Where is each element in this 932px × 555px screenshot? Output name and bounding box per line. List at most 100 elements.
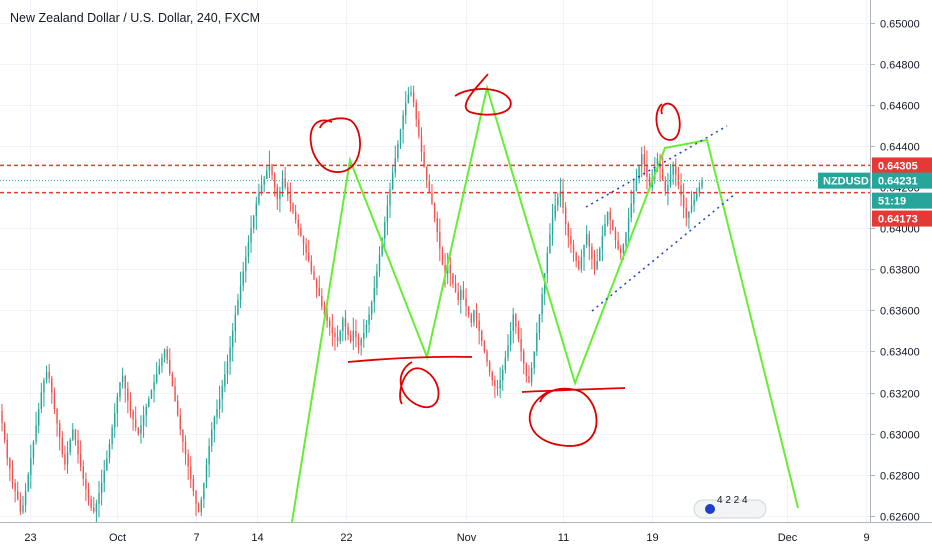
- candle-body: [213, 417, 216, 430]
- candle-body: [504, 357, 507, 370]
- candle-body: [564, 207, 567, 225]
- candle-body: [538, 314, 541, 333]
- candle-body: [496, 386, 499, 389]
- price-tick-label: 0.63800: [880, 265, 920, 277]
- price-tick-label: 0.65000: [880, 19, 920, 31]
- drawings: [291, 73, 799, 523]
- circle-mark-right-shoulder: [655, 102, 681, 141]
- candle-body: [56, 408, 58, 424]
- candle-body: [365, 324, 368, 333]
- candle-body: [40, 392, 43, 409]
- candle-body: [93, 507, 95, 512]
- candle-body: [258, 193, 260, 204]
- candle-body: [182, 429, 184, 442]
- candle-body: [169, 359, 171, 375]
- candle-body: [520, 339, 522, 352]
- candle-body: [622, 244, 625, 253]
- time-tick-label: 7: [193, 532, 199, 544]
- candle-body: [478, 320, 480, 331]
- candle-body: [682, 195, 685, 208]
- chart-title: New Zealand Dollar / U.S. Dollar, 240, F…: [10, 11, 260, 25]
- candle-body: [528, 376, 530, 383]
- candle-body: [237, 300, 239, 315]
- candle-body: [179, 415, 181, 430]
- circle-mark-right-low: [528, 387, 598, 447]
- candle-body: [530, 367, 533, 383]
- candle-body: [475, 310, 478, 321]
- candle-body: [140, 425, 142, 434]
- candle-body: [284, 178, 286, 188]
- candle-body: [302, 236, 305, 245]
- candle-body: [355, 330, 357, 338]
- time-axis[interactable]: 23 Oct 7 14 22 Nov 11 19 Dec 9: [0, 522, 932, 545]
- candle-body: [349, 334, 352, 342]
- candle-body: [174, 386, 176, 401]
- candle-body: [289, 195, 292, 204]
- candle-body: [111, 427, 113, 444]
- candle-body: [412, 92, 415, 103]
- candle-body: [203, 482, 205, 500]
- candle-body: [48, 371, 50, 379]
- candle-body: [339, 330, 341, 342]
- candle-body: [66, 452, 69, 465]
- candle-body: [124, 376, 126, 389]
- price-tick-label: 0.62800: [880, 471, 920, 483]
- candle-body: [405, 102, 407, 116]
- candle-body: [221, 386, 223, 399]
- time-tick-label: 9: [863, 532, 869, 544]
- candle-body: [664, 180, 667, 192]
- candle-body: [297, 219, 299, 229]
- candle-body: [633, 191, 635, 204]
- candle-body: [601, 236, 604, 249]
- candle-body: [150, 390, 153, 399]
- candle-body: [331, 326, 334, 333]
- candle-body: [391, 172, 394, 190]
- candle-body: [378, 254, 381, 272]
- candle-body: [698, 187, 701, 194]
- candle-body: [273, 174, 276, 188]
- candle-body: [79, 454, 82, 467]
- price-badges: 0.64305 0.64231 51:19 0.64173 NZDUSD: [818, 157, 932, 227]
- candle-body: [145, 406, 147, 416]
- level-badge-lower-bg: [872, 210, 932, 227]
- candle-body: [3, 423, 6, 440]
- candle-body: [407, 94, 410, 103]
- time-tick-label: 22: [340, 532, 352, 544]
- candle-body: [433, 203, 436, 218]
- candle-body: [507, 345, 509, 358]
- candle-body: [410, 92, 412, 95]
- candle-body: [347, 326, 349, 335]
- candle-body: [315, 279, 318, 288]
- price-tick-label: 0.62600: [880, 512, 920, 524]
- candle-body: [439, 232, 441, 249]
- time-tick-label: 19: [646, 532, 658, 544]
- candle-body: [533, 351, 535, 368]
- candle-body: [583, 244, 585, 257]
- candle-body: [114, 413, 116, 428]
- candle-body: [305, 244, 307, 253]
- candle-body: [470, 314, 473, 323]
- candle-body: [195, 491, 197, 504]
- candle-body: [648, 176, 651, 188]
- candle-body: [370, 302, 373, 315]
- candle-body: [646, 164, 648, 177]
- candle-body: [360, 339, 362, 346]
- low-line-left: [347, 355, 473, 363]
- candle-body: [231, 330, 234, 348]
- candle-body: [266, 170, 268, 179]
- candle-body: [121, 376, 124, 383]
- candle-body: [19, 499, 22, 512]
- candle-body: [502, 369, 504, 381]
- candle-body: [53, 392, 56, 409]
- candle-body: [17, 491, 19, 500]
- time-tick-label: 23: [24, 532, 36, 544]
- candle-body: [509, 330, 512, 346]
- candle-body: [638, 166, 640, 179]
- candle-body: [197, 503, 200, 512]
- symbol-badge: NZDUSD: [823, 176, 869, 188]
- candle-body: [567, 224, 570, 237]
- price-axis[interactable]: 0.650000.648000.646000.644000.642000.640…: [870, 0, 920, 524]
- time-tick-label: 11: [558, 532, 569, 544]
